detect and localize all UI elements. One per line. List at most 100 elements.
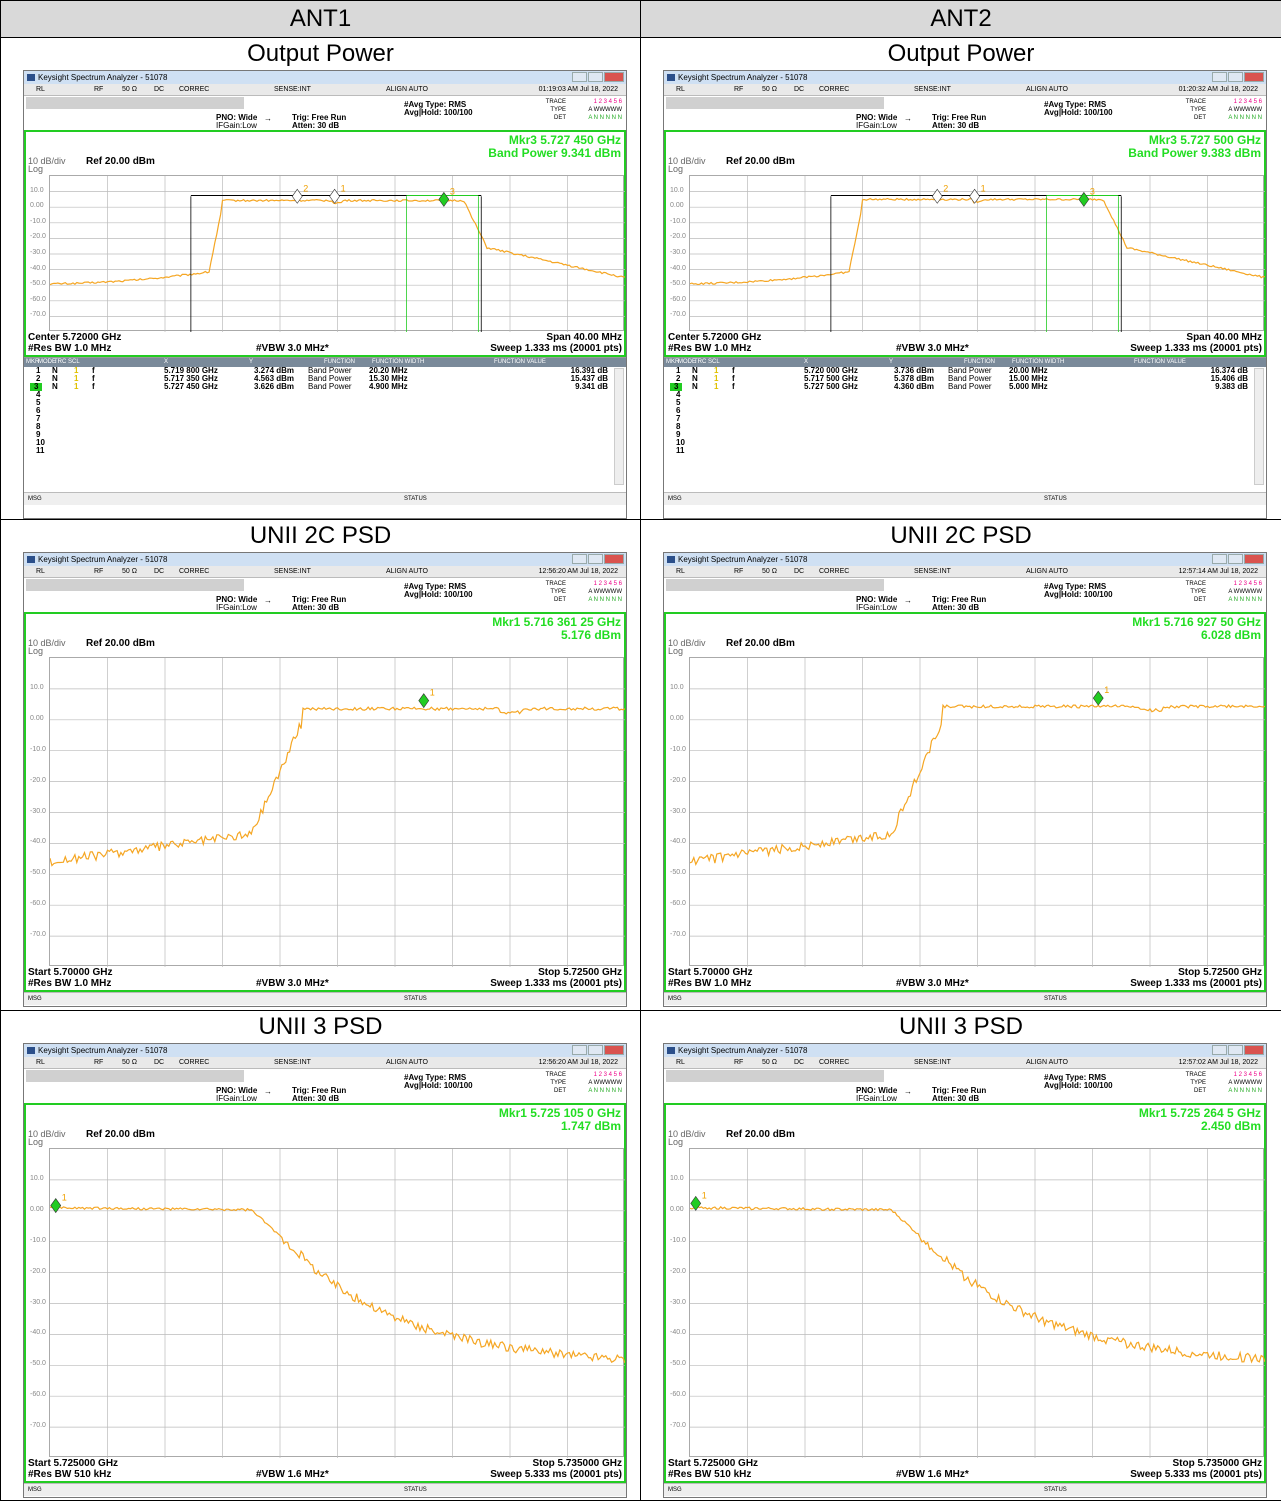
y-tick-label: -30.0	[670, 807, 686, 815]
ctrl-avg-hold: Avg|Hold: 100/100	[1044, 1081, 1113, 1090]
marker-mode: N	[692, 366, 698, 375]
scrollbar[interactable]	[614, 368, 624, 485]
ctrl-atten: Atten: 30 dB	[292, 603, 340, 612]
marker-row[interactable]: 7	[664, 415, 1266, 423]
minimize-button[interactable]	[1212, 72, 1227, 82]
window-controls	[571, 1045, 624, 1056]
marker-diamond-icon	[690, 1195, 702, 1211]
arrow-icon: →	[264, 114, 272, 123]
marker-row[interactable]: 4	[24, 391, 626, 399]
window-controls	[1211, 1045, 1264, 1056]
marker-row[interactable]: 9	[664, 431, 1266, 439]
marker-number: 3	[670, 383, 683, 391]
ctrl-ifgain: IFGain:Low	[216, 1094, 257, 1103]
minimize-button[interactable]	[1212, 1045, 1227, 1055]
marker-row[interactable]: 10	[24, 439, 626, 447]
close-button[interactable]	[1244, 1045, 1264, 1055]
input-field[interactable]	[666, 579, 884, 591]
marker-function-value: 9.341 dB	[575, 382, 608, 391]
trace-plot: 2 1 3	[689, 175, 1265, 332]
close-button[interactable]	[604, 554, 624, 564]
marker-x: 5.719 800 GHz	[164, 366, 218, 375]
input-field[interactable]	[26, 97, 244, 109]
maximize-button[interactable]	[588, 554, 603, 564]
y-tick-label: -30.0	[30, 1298, 46, 1306]
close-button[interactable]	[1244, 554, 1264, 564]
marker-row[interactable]: 5	[24, 399, 626, 407]
vbw-label: #VBW 3.0 MHz*	[896, 343, 969, 354]
minimize-button[interactable]	[572, 554, 587, 564]
marker-row[interactable]: 9	[24, 431, 626, 439]
marker-row[interactable]: 6	[664, 407, 1266, 415]
input-field[interactable]	[666, 97, 884, 109]
maximize-button[interactable]	[1228, 1045, 1243, 1055]
marker-scale: f	[732, 366, 735, 375]
maximize-button[interactable]	[1228, 72, 1243, 82]
close-button[interactable]	[1244, 72, 1264, 82]
title-bar: Keysight Spectrum Analyzer - 51078	[24, 1044, 626, 1057]
scale-label: 10 dB/div	[668, 1129, 706, 1139]
scrollbar[interactable]	[1254, 368, 1264, 485]
minimize-button[interactable]	[1212, 554, 1227, 564]
marker-x: 5.717 350 GHz	[164, 374, 218, 383]
marker-number-label: 1	[62, 1193, 67, 1203]
minimize-button[interactable]	[572, 72, 587, 82]
marker-readout: Mkr1 5.725 264 5 GHz 2.450 dBm	[1139, 1107, 1261, 1133]
axis-stop-label: Stop 5.72500 GHz	[538, 967, 622, 978]
message-bar: MSG STATUS	[664, 492, 1266, 505]
marker-function-width: 20.20 MHz	[369, 366, 408, 375]
log-label: Log	[668, 646, 684, 656]
y-tick-label: -70.0	[670, 311, 686, 319]
marker-function: Band Power	[948, 366, 992, 375]
marker-row[interactable]: 3 N 1 f 5.727 450 GHz 3.626 dBm Band Power 4.90…	[24, 383, 626, 391]
marker-row[interactable]: 10	[664, 439, 1266, 447]
marker-row[interactable]: 6	[24, 407, 626, 415]
input-field[interactable]	[26, 1070, 244, 1082]
table-header-cell: X	[804, 359, 809, 365]
marker-row[interactable]: 8	[24, 423, 626, 431]
minimize-button[interactable]	[572, 1045, 587, 1055]
marker-row[interactable]: 3 N 1 f 5.727 500 GHz 4.360 dBm Band Power 5.00…	[664, 383, 1266, 391]
marker-row[interactable]: 1 N 1 f 5.720 000 GHz 3.736 dBm Band Power 20.0…	[664, 367, 1266, 375]
window-title: Keysight Spectrum Analyzer - 51078	[678, 1046, 808, 1055]
close-button[interactable]	[604, 1045, 624, 1055]
spectrum-trace-svg: 2 1 3	[50, 176, 625, 332]
scale-label: 10 dB/div	[28, 1129, 66, 1139]
sweep-label: Sweep 1.333 ms (20001 pts)	[490, 978, 622, 989]
spectrum-analyzer-window: Keysight Spectrum Analyzer - 51078 RL RF 50…	[663, 552, 1267, 1007]
column-header-ant1: ANT1	[0, 0, 641, 38]
y-tick-label: 0.00	[670, 714, 684, 722]
marker-row[interactable]: 11	[664, 447, 1266, 455]
status-sense: SENSE:INT	[914, 86, 951, 93]
marker-row[interactable]: 5	[664, 399, 1266, 407]
status-ohm: 50 Ω	[122, 1059, 137, 1066]
measurement-screen: Mkr1 5.716 927 50 GHz 6.028 dBm 10 dB/div L…	[664, 612, 1266, 992]
marker-row[interactable]: 8	[664, 423, 1266, 431]
res-bw-label: #Res BW 510 kHz	[668, 1469, 752, 1480]
vbw-label: #VBW 3.0 MHz*	[256, 343, 329, 354]
maximize-button[interactable]	[588, 1045, 603, 1055]
y-tick-label: -10.0	[670, 1236, 686, 1244]
scale-label: 10 dB/div	[28, 638, 66, 648]
maximize-button[interactable]	[1228, 554, 1243, 564]
maximize-button[interactable]	[588, 72, 603, 82]
type-value: A WWWWW	[588, 1080, 622, 1086]
input-field[interactable]	[26, 579, 244, 591]
marker-row[interactable]: 11	[24, 447, 626, 455]
input-field[interactable]	[666, 1070, 884, 1082]
msg-label: MSG	[668, 1487, 682, 1493]
ctrl-trig: Trig: Free Run	[932, 595, 987, 604]
y-tick-label: -60.0	[670, 900, 686, 908]
marker-row[interactable]: 2 N 1 f 5.717 500 GHz 5.378 dBm Band Power 15.0…	[664, 375, 1266, 383]
det-value: A N N N N N	[1228, 115, 1262, 121]
marker-number: 9	[36, 430, 41, 439]
trace-plot: 2 1 3	[49, 175, 625, 332]
marker-number: 1	[36, 366, 41, 375]
marker-row[interactable]: 1 N 1 f 5.719 800 GHz 3.274 dBm Band Power 20.2…	[24, 367, 626, 375]
marker-row[interactable]: 2 N 1 f 5.717 350 GHz 4.563 dBm Band Power 15.3…	[24, 375, 626, 383]
marker-row[interactable]: 4	[664, 391, 1266, 399]
marker-row[interactable]: 7	[24, 415, 626, 423]
marker-function-width: 20.00 MHz	[1009, 366, 1048, 375]
marker-function-width: 15.30 MHz	[369, 374, 408, 383]
close-button[interactable]	[604, 72, 624, 82]
